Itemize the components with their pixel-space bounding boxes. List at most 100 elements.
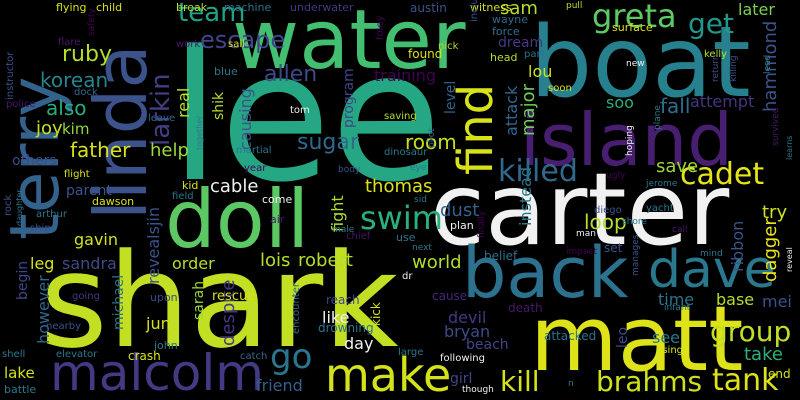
word-korean: korean [40, 68, 109, 92]
word-real: real [174, 87, 193, 118]
word-others: others [12, 153, 57, 169]
word-killed: killed [498, 154, 578, 189]
word-dust: dust [440, 200, 480, 221]
word-head: head [490, 51, 518, 64]
word-michael: michael [111, 274, 127, 330]
word-water: water [232, 0, 466, 88]
word-year: year [244, 163, 267, 174]
word-dawson: dawson [92, 195, 135, 208]
word-flying: flying [56, 1, 87, 14]
word-larkin: larkin [146, 73, 176, 146]
word-mind: mind [700, 249, 723, 259]
word-part: part [524, 49, 545, 60]
word-go: go [270, 337, 313, 377]
word-girl: girl [450, 371, 473, 387]
word-cadet: cadet [680, 157, 765, 192]
word-underwater: underwater [290, 1, 354, 14]
word-also: also [46, 96, 87, 120]
word-next: next [412, 243, 432, 253]
word-john: john [154, 339, 178, 352]
word-malcolm: malcolm [50, 344, 264, 400]
word-body: body [338, 165, 361, 175]
word-ship: ship [30, 223, 51, 234]
word-lou: lou [528, 62, 553, 81]
word-reveal: reveal [785, 247, 794, 272]
word-male: male [332, 225, 355, 235]
word-see: see [652, 328, 681, 347]
word-beach: beach [466, 337, 509, 353]
word-sid: sid [414, 195, 427, 205]
word-force: force [492, 25, 520, 38]
word-daughter: daughter [15, 189, 24, 226]
word-time: time [658, 290, 695, 309]
word-together: together [195, 115, 204, 150]
word-tom: tom [290, 105, 310, 116]
word-death: death [508, 301, 543, 315]
word-survived: survived [771, 107, 781, 147]
word-attempt: attempt [690, 92, 755, 111]
word-saving: saving [384, 111, 417, 122]
word-encounter: encounter [291, 283, 302, 334]
word-world: world [412, 252, 462, 273]
word-dream: dream [498, 35, 544, 51]
word-instead: instead [516, 167, 535, 226]
word-nearby: nearby [46, 321, 81, 332]
word-leave: leave [148, 113, 176, 124]
word-save: save [656, 156, 699, 177]
word-safety: safety [87, 8, 97, 36]
word-cause: cause [432, 289, 468, 303]
word-manages: manages [631, 234, 641, 276]
word-base: base [716, 290, 755, 309]
word-leg: leg [30, 254, 55, 273]
word-revealsjin: revealsjin [144, 207, 163, 284]
word-austin: austin [410, 1, 447, 15]
word-lead: lead [763, 54, 773, 74]
word-elevator: elevator [56, 349, 98, 360]
word-devil: devil [448, 308, 487, 327]
word-major: major [518, 84, 539, 136]
word-kick: kick [369, 302, 383, 326]
word-joy: joy [36, 118, 63, 139]
word-shell: shell [2, 349, 26, 360]
word-plane: plane [653, 105, 663, 130]
word-police: police [6, 99, 36, 110]
word-reach: reach [326, 293, 360, 307]
word-surface: surface [612, 21, 653, 34]
word-learns: learns [785, 135, 794, 160]
word-dock: dock [74, 87, 98, 98]
word-however: however [34, 275, 53, 344]
word-shore: shore [622, 217, 647, 227]
word-ribbon: ribbon [728, 220, 747, 272]
word-flare: flare [58, 37, 81, 48]
word-loop: loop [584, 210, 627, 234]
word-instructor: instructor [5, 51, 16, 100]
word-swim: swim [360, 199, 443, 237]
word-yacht: yacht [646, 203, 674, 214]
word-back: back [462, 232, 629, 314]
word-foley: foley [375, 15, 386, 41]
word-thomas: thomas [365, 176, 433, 197]
word-infant: infant [664, 303, 691, 313]
word-witness: witness [470, 1, 512, 14]
word-lake: lake [4, 364, 35, 382]
word-shik: shik [211, 91, 227, 120]
word-kid: kid [182, 179, 199, 192]
word-get: get [688, 7, 734, 40]
word-parent: parent [66, 183, 112, 199]
word-set: set [604, 241, 623, 255]
word-team: team [178, 0, 246, 28]
word-leo: leo [615, 326, 631, 348]
word-end: end [768, 367, 791, 381]
word-impact: impact [566, 247, 597, 257]
word-gavin: gavin [74, 230, 119, 249]
word-using: using [656, 345, 684, 356]
word-dave: dave [648, 240, 776, 300]
word-father: father [70, 138, 131, 162]
word-island: island [520, 98, 733, 182]
word-make: make [325, 348, 452, 400]
word-child: child [96, 1, 123, 14]
word-chief: chief [346, 231, 371, 242]
word-causing: causing [236, 88, 255, 150]
word-order: order [172, 254, 215, 273]
